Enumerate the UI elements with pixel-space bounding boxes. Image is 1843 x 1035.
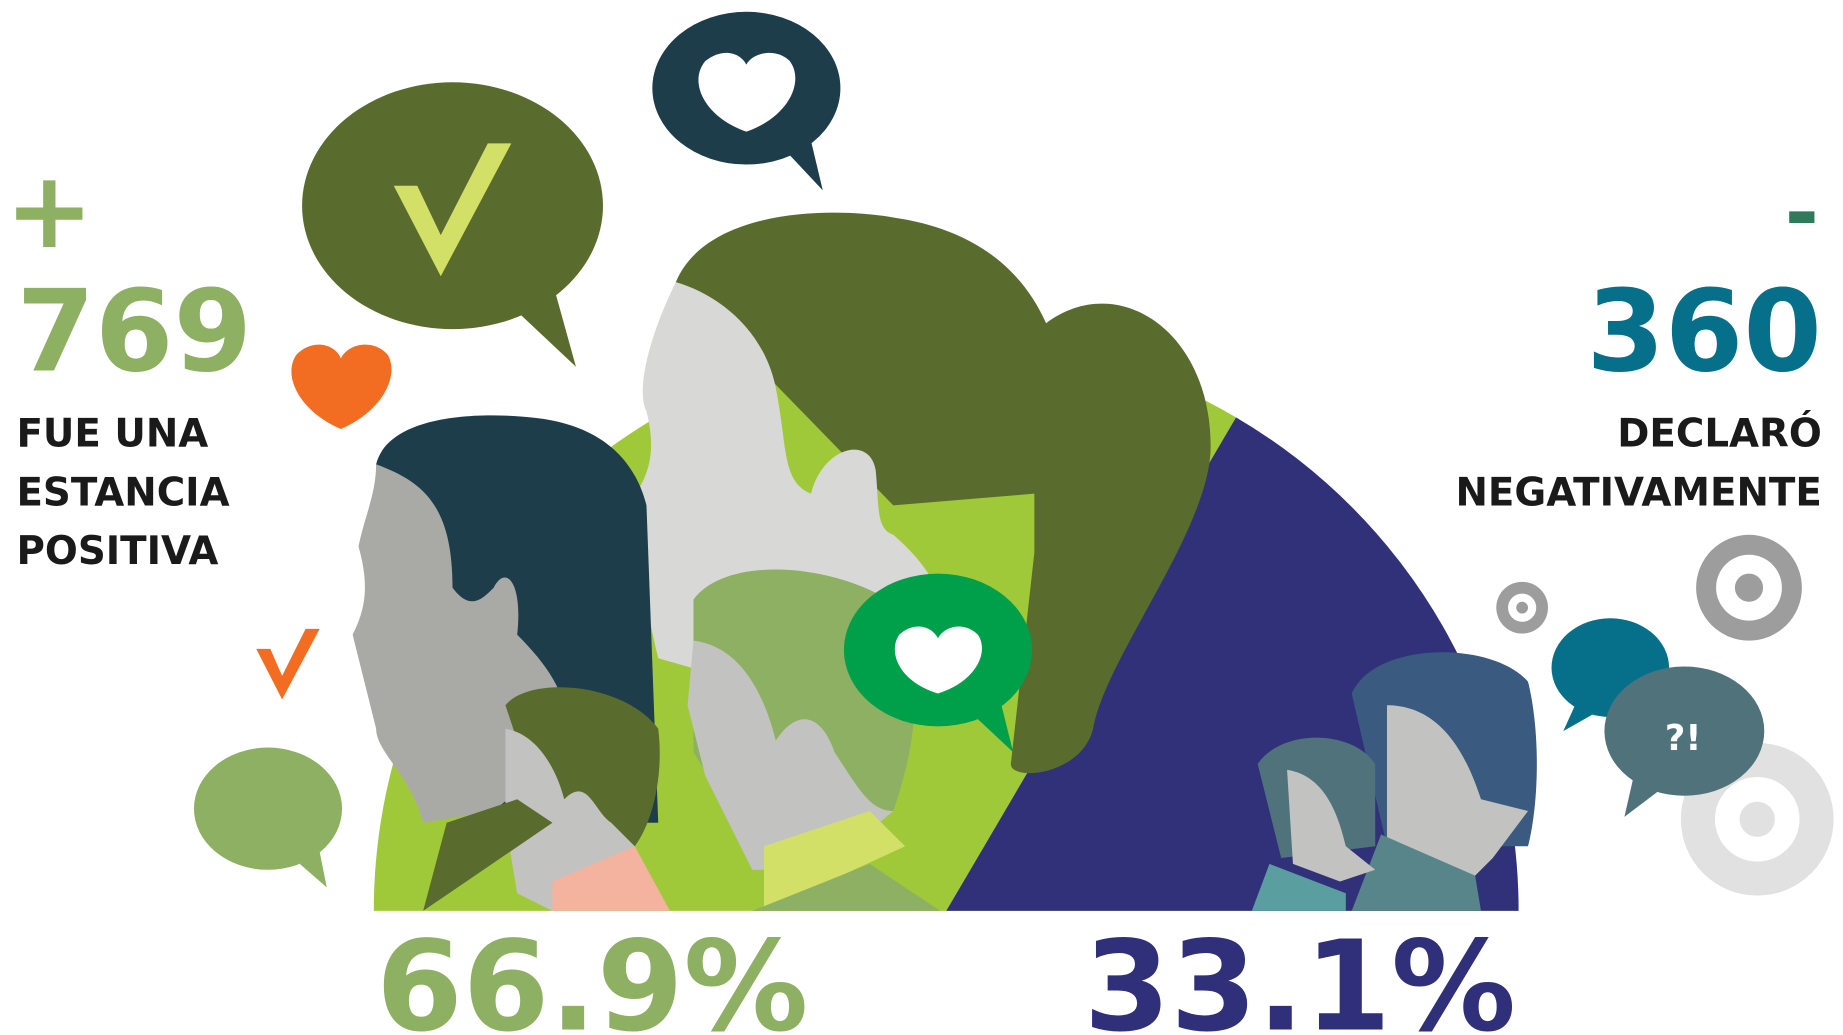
category-label: FUE UNA	[16, 412, 208, 457]
heads	[352, 212, 1537, 911]
sign: +	[5, 149, 94, 272]
sign: -	[1785, 166, 1819, 261]
count: 769	[16, 265, 252, 397]
scaled-root: ?! +769 FUE UNA ESTANCIA POSITIVA -360 DECLAR…	[5, 11, 1834, 1035]
category-label: ESTANCIA	[16, 470, 229, 515]
category-label: NEGATIVAMENTE	[1455, 470, 1821, 515]
decorations	[193, 11, 1834, 896]
category-label: POSITIVA	[16, 529, 218, 574]
category-label: DECLARÓ	[1617, 410, 1822, 457]
count: 360	[1586, 265, 1822, 397]
bubble-text: ?!	[1665, 718, 1702, 759]
value-label: 33.1%	[1084, 915, 1516, 1035]
labels: +769 FUE UNA ESTANCIA POSITIVA -360 DECLARÓ NE…	[5, 149, 1822, 1035]
value-label: 66.9%	[376, 915, 808, 1035]
